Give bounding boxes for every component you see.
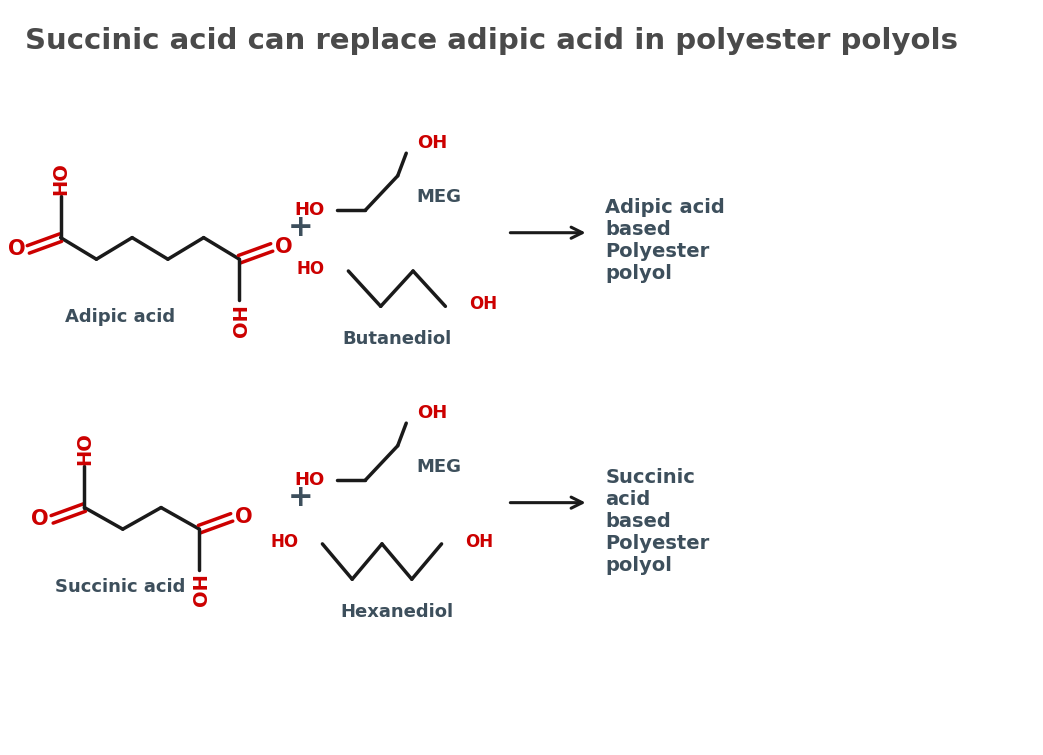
Text: Succinic
acid
based
Polyester
polyol: Succinic acid based Polyester polyol (605, 468, 709, 575)
Text: Succinic acid: Succinic acid (55, 578, 186, 596)
Text: HO: HO (294, 201, 324, 219)
Text: HO: HO (270, 533, 298, 551)
Text: HO: HO (294, 471, 324, 489)
Text: OH: OH (417, 405, 447, 422)
Text: Hexanediol: Hexanediol (340, 602, 454, 621)
Text: O: O (7, 239, 25, 260)
Text: Butanediol: Butanediol (342, 330, 452, 348)
Text: HO: HO (296, 260, 324, 278)
Text: OH: OH (232, 304, 250, 337)
Text: Adipic acid
based
Polyester
polyol: Adipic acid based Polyester polyol (605, 199, 725, 283)
Text: O: O (275, 237, 292, 257)
Text: OH: OH (469, 295, 498, 313)
Text: O: O (31, 510, 49, 529)
Text: HO: HO (75, 432, 94, 465)
Text: Adipic acid: Adipic acid (65, 308, 175, 326)
Text: Succinic acid can replace adipic acid in polyester polyols: Succinic acid can replace adipic acid in… (25, 26, 957, 54)
Text: OH: OH (192, 574, 211, 606)
Text: MEG: MEG (416, 187, 461, 205)
Text: +: + (288, 483, 314, 512)
Text: OH: OH (417, 134, 447, 153)
Text: +: + (288, 214, 314, 242)
Text: O: O (235, 507, 252, 528)
Text: MEG: MEG (416, 458, 461, 476)
Text: OH: OH (465, 533, 493, 551)
Text: HO: HO (51, 162, 70, 195)
